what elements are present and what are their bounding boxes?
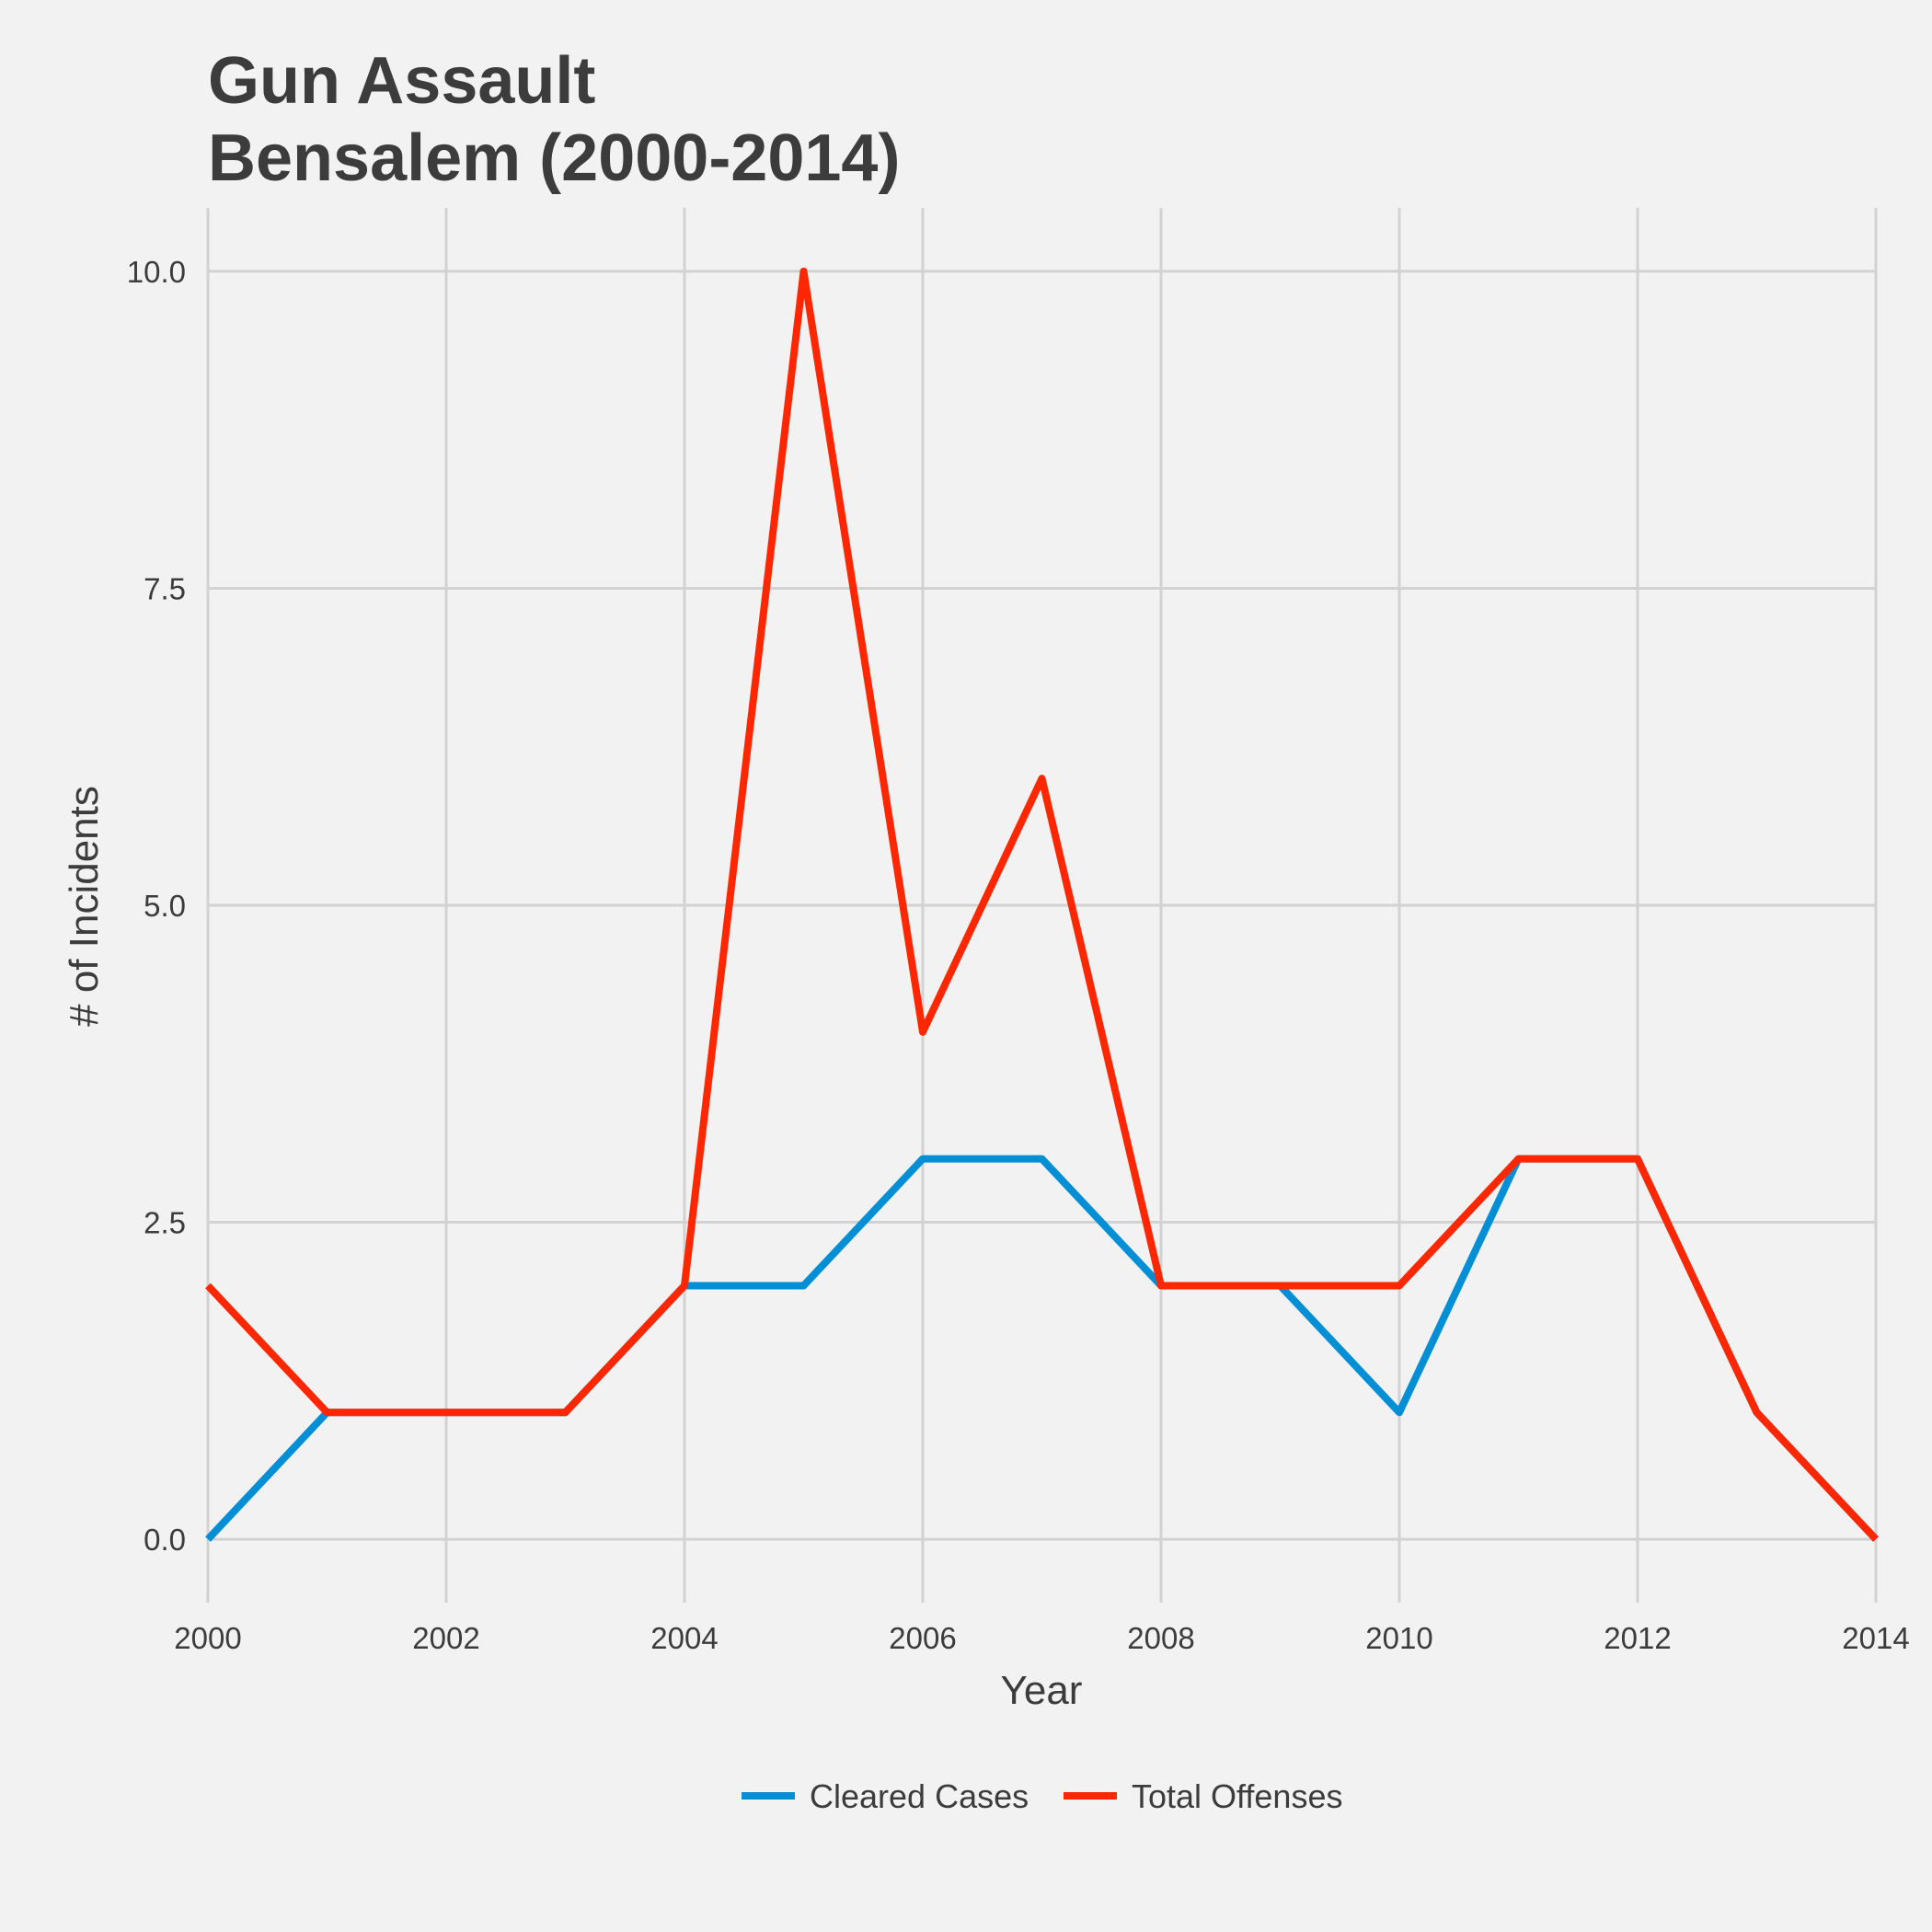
x-tick-label: 2004	[650, 1621, 718, 1655]
x-tick-label: 2014	[1842, 1621, 1909, 1655]
x-tick-label: 2012	[1604, 1621, 1671, 1655]
legend-label: Total Offenses	[1132, 1777, 1342, 1815]
series-line-total-offenses	[205, 267, 1879, 1542]
chart-title-line-1: Gun Assault	[208, 44, 595, 118]
x-tick-label: 2006	[889, 1621, 956, 1655]
x-tick-label: 2010	[1365, 1621, 1432, 1655]
legend-label: Cleared Cases	[810, 1777, 1029, 1815]
x-tick-label: 2000	[174, 1621, 241, 1655]
series-lines	[205, 267, 1879, 1542]
chart-title-line-2: Bensalem (2000-2014)	[208, 121, 900, 195]
x-axis-title: Year	[1001, 1668, 1083, 1713]
y-tick-label: 0.0	[144, 1523, 186, 1557]
y-tick-label: 10.0	[127, 255, 186, 289]
y-tick-label: 2.5	[144, 1206, 186, 1240]
x-tick-label: 2008	[1127, 1621, 1194, 1655]
y-axis-title: # of Incidents	[62, 786, 107, 1027]
grid	[206, 208, 1878, 1603]
x-tick-label: 2002	[412, 1621, 479, 1655]
legend: Cleared Cases Total Offenses	[742, 1777, 1342, 1815]
y-tick-label: 5.0	[144, 889, 186, 923]
series-line-cleared-cases	[205, 1155, 1879, 1542]
tick-labels: 2000 2002 2004 2006 2008 2010 2012 2014 0.0 2.5 5.…	[127, 255, 1910, 1655]
y-tick-label: 7.5	[144, 571, 186, 605]
